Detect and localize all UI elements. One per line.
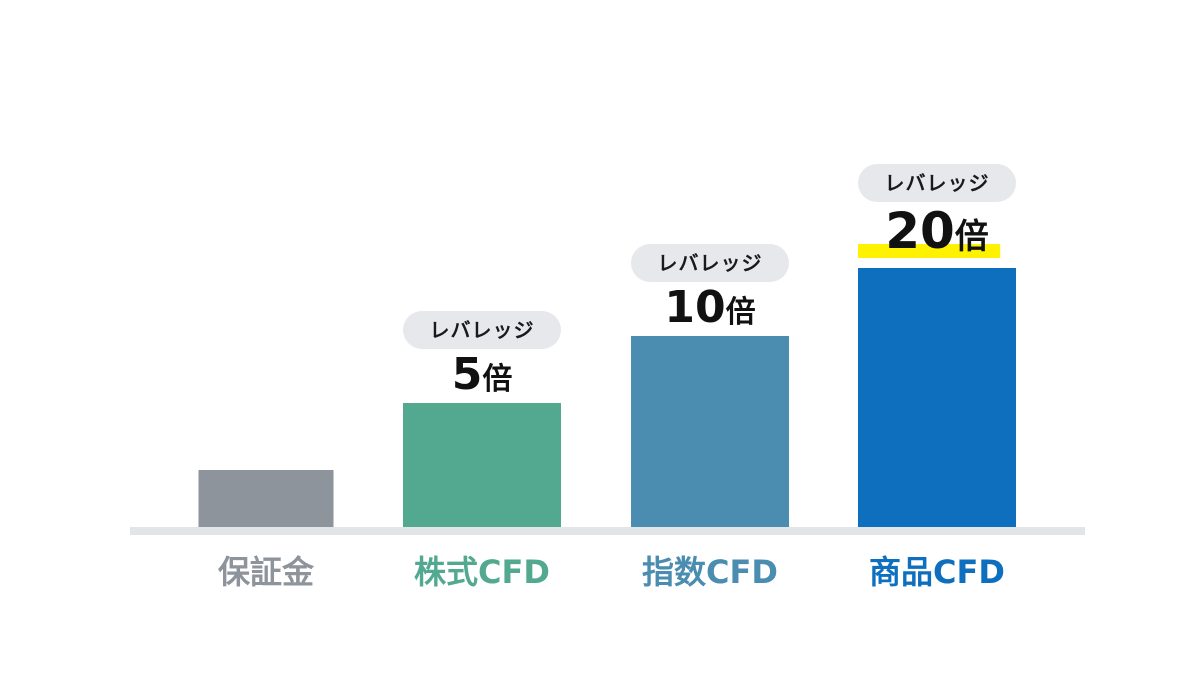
bar-4 <box>858 268 1016 527</box>
value-unit: 倍 <box>726 295 756 330</box>
value-number: 20 <box>885 202 955 260</box>
category-label: 保証金 <box>218 553 315 591</box>
baseline <box>130 527 1085 535</box>
category-label: 指数CFD <box>642 553 778 591</box>
value-number: 10 <box>664 282 725 333</box>
leverage-pill <box>631 244 789 282</box>
value-highlight-marker <box>858 244 1001 258</box>
leverage-pill <box>858 164 1016 202</box>
leverage-pill-label: レバレッジ <box>658 251 763 275</box>
value-number: 5 <box>452 349 483 400</box>
leverage-pill <box>403 311 561 349</box>
value-label: 10倍 <box>664 282 755 333</box>
bar-1 <box>198 470 334 527</box>
value-unit: 倍 <box>955 217 989 257</box>
bar-3 <box>631 336 789 527</box>
leverage-pill-label: レバレッジ <box>430 318 535 342</box>
value-label: 20倍 <box>885 202 989 260</box>
category-label: 株式CFD <box>414 553 550 591</box>
leverage-pill-label: レバレッジ <box>885 171 990 195</box>
category-label: 商品CFD <box>869 553 1005 591</box>
value-unit: 倍 <box>482 362 512 397</box>
bar-2 <box>403 403 561 527</box>
value-label: 5倍 <box>452 349 513 400</box>
